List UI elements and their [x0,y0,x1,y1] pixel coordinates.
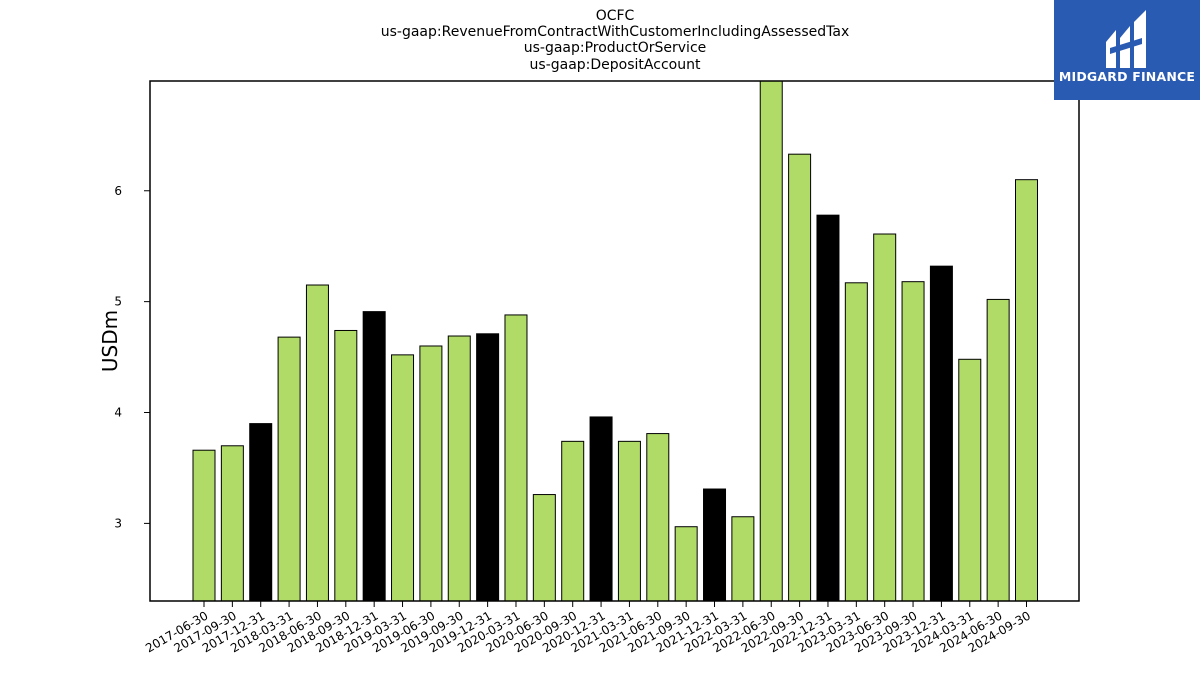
bar-2022-09-30 [788,153,812,602]
bar-2022-03-31 [731,516,755,602]
bar-2017-12-31 [249,423,273,602]
bar-series [192,80,1038,602]
chart-title-line: OCFC [596,8,635,24]
bar-2020-12-31 [589,416,613,602]
chart-title-line: us-gaap:DepositAccount [530,57,701,73]
bar-2019-12-31 [476,333,500,602]
bar-2018-09-30 [334,329,358,602]
chart-title-line: us-gaap:ProductOrService [524,40,707,56]
midgard-finance-logo: MIDGARD FINANCE [1054,0,1200,100]
bar-2020-06-30 [532,494,556,602]
y-tick-label: 6 [114,184,122,198]
bar-2018-03-31 [277,336,301,602]
bar-2021-09-30 [674,526,698,602]
bar-2021-06-30 [646,433,670,602]
bar-2018-06-30 [305,284,329,602]
bar-2023-12-31 [929,265,953,602]
bar-2019-06-30 [419,345,443,602]
chart-title: OCFC us-gaap:RevenueFromContractWithCust… [381,8,850,73]
y-tick-label: 5 [114,295,122,309]
y-axis: 3 4 5 6 [114,184,150,530]
logo-mark-icon [1106,10,1146,68]
bar-2024-03-31 [958,358,982,602]
plot-frame [149,80,1080,602]
bar-2019-03-31 [391,354,415,602]
bar-2023-06-30 [873,233,897,602]
bar-2018-12-31 [362,311,386,602]
y-axis-label: USDm [98,310,122,372]
bar-2017-09-30 [220,445,244,602]
bar-2017-06-30 [192,449,216,602]
bar-2023-03-31 [844,282,868,602]
y-tick-label: 4 [114,406,122,420]
bar-2022-12-31 [816,214,840,602]
logo-text: MIDGARD FINANCE [1059,69,1195,84]
y-tick-label: 3 [114,516,122,530]
bar-2021-03-31 [617,440,641,602]
bar-2023-09-30 [901,281,925,602]
chart-title-line: us-gaap:RevenueFromContractWithCustomerI… [381,24,850,40]
bar-2024-06-30 [986,298,1010,602]
bar-2020-09-30 [561,440,585,602]
bar-2022-06-30 [759,80,783,602]
bar-2024-09-30 [1015,179,1038,602]
x-axis: 2017-06-302017-09-302017-12-312018-03-31… [143,601,1033,655]
bar-2021-12-31 [703,488,727,602]
bar-2019-09-30 [447,335,471,602]
bar-2020-03-31 [504,314,528,602]
